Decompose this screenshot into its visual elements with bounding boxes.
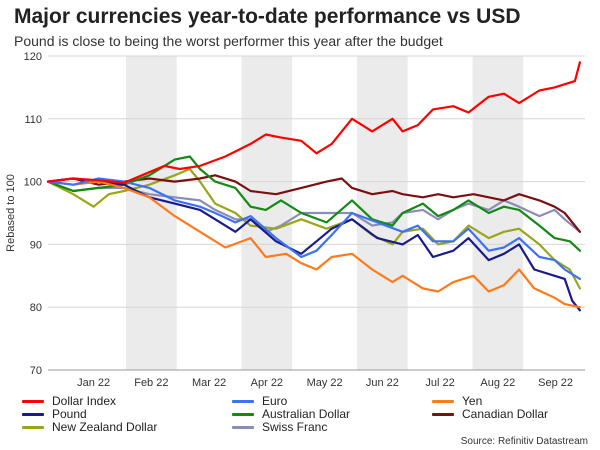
legend-swatch xyxy=(22,412,44,416)
shaded-band xyxy=(472,56,524,370)
y-tick-label: 110 xyxy=(24,114,42,126)
chart-subtitle: Pound is close to being the worst perfor… xyxy=(14,33,443,49)
series-line-dollar-index xyxy=(46,61,581,184)
y-tick-label: 100 xyxy=(24,177,42,189)
x-tick-label: Aug 22 xyxy=(480,377,515,389)
legend-label: New Zealand Dollar xyxy=(52,420,158,434)
y-tick-label: 90 xyxy=(30,239,42,251)
x-tick-label: Jan 22 xyxy=(77,377,110,389)
legend-swatch xyxy=(22,399,44,403)
legend-swatch xyxy=(232,425,254,429)
legend-label: Yen xyxy=(462,394,483,408)
legend-item: Euro xyxy=(232,394,287,408)
legend-label: Australian Dollar xyxy=(262,407,351,421)
series-line-yen xyxy=(46,180,581,309)
x-tick-label: May 22 xyxy=(307,377,343,389)
legend-item: Canadian Dollar xyxy=(432,407,548,421)
legend-item: Australian Dollar xyxy=(232,407,350,421)
legend-item: Yen xyxy=(432,394,482,408)
shaded-band xyxy=(241,56,293,370)
legend-label: Pound xyxy=(52,407,87,421)
series-line-australian-dollar xyxy=(46,155,581,252)
legend-swatch xyxy=(232,399,254,403)
y-tick-label: 120 xyxy=(24,51,42,63)
x-tick-label: Sep 22 xyxy=(538,377,573,389)
legend-item: Dollar Index xyxy=(22,394,116,408)
x-tick-label: Jul 22 xyxy=(425,377,454,389)
y-tick-label: 80 xyxy=(30,302,42,314)
legend-item: Pound xyxy=(22,407,87,421)
x-tick-label: Feb 22 xyxy=(134,377,168,389)
legend-swatch xyxy=(232,412,254,416)
series-line-canadian-dollar xyxy=(46,174,581,233)
x-tick-label: Apr 22 xyxy=(251,377,283,389)
source-note: Source: Refinitiv Datastream xyxy=(460,436,588,447)
legend-label: Swiss Franc xyxy=(262,420,328,434)
series-line-euro xyxy=(46,177,581,280)
legend-item: Swiss Franc xyxy=(232,420,327,434)
y-tick-label: 70 xyxy=(30,365,42,377)
series-line-pound xyxy=(46,177,581,312)
x-tick-label: Jun 22 xyxy=(366,377,399,389)
legend-label: Euro xyxy=(262,394,288,408)
chart-title: Major currencies year-to-date performanc… xyxy=(14,5,521,28)
legend-swatch xyxy=(432,399,454,403)
shaded-band xyxy=(126,56,177,370)
legend-label: Canadian Dollar xyxy=(462,407,549,421)
legend-swatch xyxy=(432,412,454,416)
legend-item: New Zealand Dollar xyxy=(22,420,157,434)
y-axis-label: Rebased to 100 xyxy=(5,174,17,252)
legend-label: Dollar Index xyxy=(52,394,117,408)
x-tick-label: Mar 22 xyxy=(192,377,226,389)
legend-swatch xyxy=(22,425,44,429)
